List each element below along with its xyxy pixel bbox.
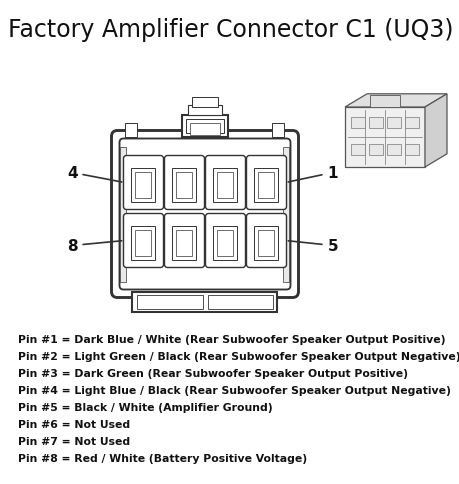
Text: 1: 1 [288, 166, 337, 182]
Bar [185, 119, 224, 133]
Bar [213, 226, 237, 260]
Text: Pin #7 = Not Used: Pin #7 = Not Used [18, 436, 130, 446]
FancyBboxPatch shape [205, 214, 245, 268]
Text: Pin #8 = Red / White (Battery Positive Voltage): Pin #8 = Red / White (Battery Positive V… [18, 453, 307, 463]
Text: Pin #5 = Black / White (Amplifier Ground): Pin #5 = Black / White (Amplifier Ground… [18, 402, 272, 412]
Polygon shape [344, 94, 446, 108]
Bar [254, 168, 278, 202]
FancyBboxPatch shape [123, 156, 163, 210]
Bar [176, 172, 192, 198]
Bar [182, 115, 228, 137]
Bar [254, 226, 278, 260]
Bar [369, 96, 399, 108]
Bar [272, 123, 284, 137]
Bar [350, 145, 364, 156]
Text: 4: 4 [67, 166, 122, 182]
Bar [135, 172, 151, 198]
Bar [190, 123, 219, 135]
Bar [191, 97, 218, 107]
Bar [350, 117, 364, 128]
FancyBboxPatch shape [119, 139, 290, 290]
Bar [131, 226, 155, 260]
Bar [207, 295, 273, 309]
Bar [386, 145, 400, 156]
Bar [176, 230, 192, 256]
FancyBboxPatch shape [164, 156, 204, 210]
Bar [368, 145, 382, 156]
Bar [135, 230, 151, 256]
Text: 5: 5 [288, 239, 337, 254]
Bar [217, 230, 233, 256]
Bar [188, 106, 222, 115]
Bar [172, 226, 196, 260]
Text: Factory Amplifier Connector C1 (UQ3): Factory Amplifier Connector C1 (UQ3) [8, 18, 453, 42]
Text: Pin #6 = Not Used: Pin #6 = Not Used [18, 419, 130, 429]
Text: Pin #2 = Light Green / Black (Rear Subwoofer Speaker Output Negative): Pin #2 = Light Green / Black (Rear Subwo… [18, 351, 459, 361]
Bar [217, 172, 233, 198]
FancyBboxPatch shape [205, 156, 245, 210]
Bar [120, 147, 126, 282]
FancyBboxPatch shape [246, 156, 286, 210]
FancyBboxPatch shape [164, 214, 204, 268]
Text: Pin #4 = Light Blue / Black (Rear Subwoofer Speaker Output Negative): Pin #4 = Light Blue / Black (Rear Subwoo… [18, 385, 450, 395]
Bar [131, 168, 155, 202]
Text: 8: 8 [67, 239, 122, 254]
Bar [258, 230, 274, 256]
FancyBboxPatch shape [123, 214, 163, 268]
FancyBboxPatch shape [246, 214, 286, 268]
Bar [404, 117, 418, 128]
Polygon shape [424, 94, 446, 167]
Bar [386, 117, 400, 128]
Bar [258, 172, 274, 198]
Text: Pin #1 = Dark Blue / White (Rear Subwoofer Speaker Output Positive): Pin #1 = Dark Blue / White (Rear Subwoof… [18, 334, 444, 344]
Bar [368, 117, 382, 128]
FancyBboxPatch shape [111, 131, 298, 298]
Bar [404, 145, 418, 156]
Bar [125, 123, 137, 137]
Bar [213, 168, 237, 202]
Bar [283, 147, 289, 282]
Bar [132, 292, 277, 312]
Text: Pin #3 = Dark Green (Rear Subwoofer Speaker Output Positive): Pin #3 = Dark Green (Rear Subwoofer Spea… [18, 368, 407, 378]
Bar [172, 168, 196, 202]
Bar [344, 108, 424, 167]
Bar [137, 295, 202, 309]
